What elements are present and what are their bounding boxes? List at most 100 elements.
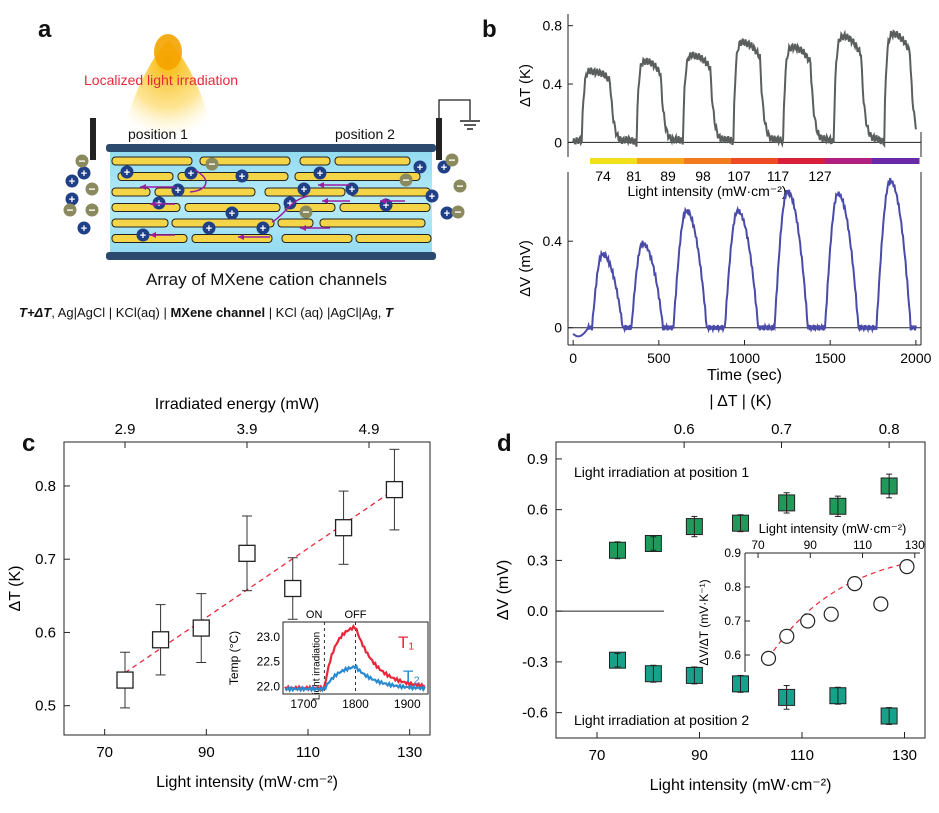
flow-arrowhead (150, 232, 156, 238)
channel-bottom-plate (106, 252, 436, 260)
panel-letter-b: b (482, 16, 497, 43)
anion-sign: − (456, 179, 463, 193)
panel-letter-c: c (22, 430, 36, 457)
cation-icon (256, 221, 270, 235)
cation-sign: + (287, 198, 293, 210)
cation-sign: + (69, 194, 75, 206)
anion-icon (445, 153, 459, 167)
cation-icon (413, 160, 427, 174)
cation-sign: + (317, 168, 323, 180)
cation-sign: + (239, 171, 245, 183)
cation-sign: + (175, 185, 181, 197)
mxene-flake (277, 218, 314, 228)
formula-cold-side: T (385, 305, 393, 320)
flow-arrowhead (150, 201, 156, 207)
cation-icon (184, 166, 198, 180)
cation-sign: + (124, 167, 130, 179)
mxene-flake (111, 218, 169, 228)
cation-icon (77, 221, 91, 235)
anion-icon (85, 182, 99, 196)
mxene-flake (171, 218, 275, 228)
cation-sign: + (69, 176, 75, 188)
anion-sign: − (302, 205, 309, 219)
cation-icon (202, 221, 216, 235)
anion-sign: − (454, 205, 461, 219)
cation-icon (283, 196, 297, 210)
cation-sign: + (206, 223, 212, 235)
anion-sign: − (402, 173, 409, 187)
formula-channel: MXene channel (170, 305, 266, 320)
light-source (154, 34, 182, 70)
cation-sign: + (444, 208, 450, 220)
cation-sign: + (260, 223, 266, 235)
cation-icon (235, 169, 249, 183)
cation-sign: + (383, 200, 389, 212)
flow-arrowhead (238, 234, 244, 240)
mxene-flake (355, 234, 432, 243)
anion-icon (399, 173, 413, 187)
cation-sign: + (81, 168, 87, 180)
electrode-left (90, 118, 96, 160)
mxene-flake (349, 187, 431, 197)
channel-caption: Array of MXene cation channels (146, 270, 387, 289)
anion-icon (85, 203, 99, 217)
anion-icon (451, 205, 465, 219)
anion-sign: − (88, 203, 95, 217)
anion-icon (453, 179, 467, 193)
cation-sign: + (441, 162, 447, 174)
panel-letter-d: d (497, 430, 512, 457)
formula-right-electrode: | KCl (aq) |AgCl|Ag, (265, 305, 386, 320)
anion-icon (299, 205, 313, 219)
flow-arrowhead (300, 225, 306, 231)
mxene-flake (299, 156, 331, 166)
cation-icon (313, 166, 327, 180)
mxene-flake (154, 187, 256, 197)
cation-icon (440, 206, 454, 220)
anion-sign: − (448, 153, 455, 167)
anion-sign: − (66, 203, 73, 217)
mxene-flake (191, 234, 273, 243)
cation-icon (136, 228, 150, 242)
mxene-flake (334, 156, 411, 166)
flow-arrowhead (322, 198, 328, 204)
light-beam (120, 40, 215, 150)
cation-sign: + (229, 208, 235, 220)
position1-label: position 1 (128, 126, 188, 142)
cation-sign: + (417, 162, 423, 174)
cation-sign: + (140, 230, 146, 242)
mxene-flake (199, 156, 291, 166)
ion-flow-arrows (140, 169, 405, 240)
cation-icon (425, 189, 439, 203)
mxene-flake (319, 218, 426, 228)
cation-icon (65, 192, 79, 206)
anion-icon (75, 154, 89, 168)
cation-sign: + (349, 184, 355, 196)
mxene-flake (111, 234, 188, 243)
cation-sign: + (301, 184, 307, 196)
mxene-flake (281, 234, 353, 243)
formula-hot-side: T+ΔT (19, 305, 52, 320)
cation-sign: + (188, 168, 194, 180)
cation-icon (225, 206, 239, 220)
flow-arrowhead (318, 182, 324, 188)
cell-formula: T+ΔT, Ag|AgCl | KCl(aq) | MXene channel … (19, 305, 393, 320)
position2-label: position 2 (335, 126, 395, 142)
cation-icon (120, 165, 134, 179)
ground-wire (438, 99, 471, 120)
channel-top-plate (106, 144, 436, 152)
anion-sign: − (78, 154, 85, 168)
cation-icon (297, 182, 311, 196)
anion-sign: − (208, 157, 215, 171)
anion-sign: − (88, 182, 95, 196)
panel-letter-a: a (38, 16, 52, 43)
anion-icon (63, 203, 77, 217)
light-irradiation-label: Localized light irradiation (84, 72, 239, 88)
cation-sign: + (429, 191, 435, 203)
flow-arrowhead (140, 184, 146, 190)
anion-icon (205, 157, 219, 171)
cation-sign: + (81, 223, 87, 235)
formula-left-electrode: , Ag|AgCl | KCl(aq) | (51, 305, 171, 320)
flow-arrow-curve (189, 169, 207, 193)
mxene-flake (111, 187, 151, 197)
cation-icon (77, 166, 91, 180)
